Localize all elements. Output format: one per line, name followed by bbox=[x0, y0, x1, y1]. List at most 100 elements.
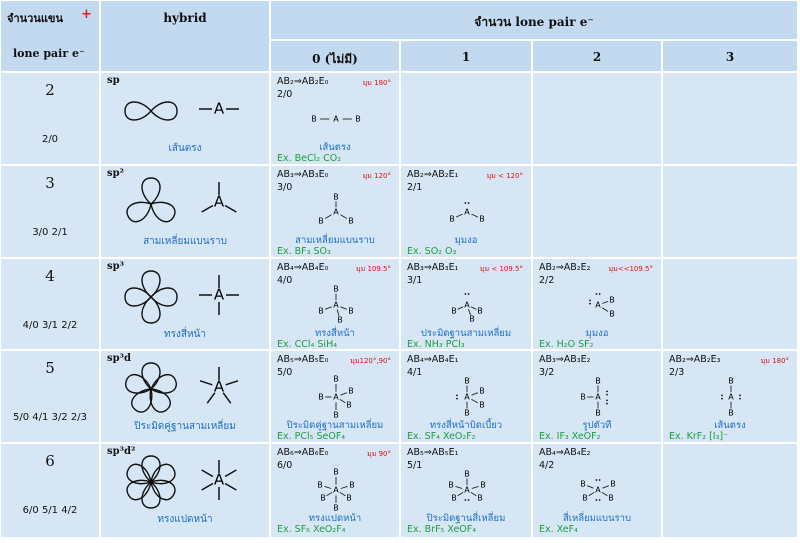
atom-label: A bbox=[214, 471, 225, 489]
atom-label: A bbox=[333, 301, 339, 310]
bond bbox=[336, 309, 340, 316]
bond bbox=[222, 392, 232, 404]
lone-pair-dot bbox=[467, 202, 470, 204]
atom-label: B bbox=[480, 481, 486, 490]
bond bbox=[471, 399, 479, 404]
column-label: 0 (ไม่มี) bbox=[312, 52, 358, 66]
molecule-shape: สี่เหลี่ยมแบนราบ bbox=[562, 513, 632, 524]
ratio: 3/0 bbox=[277, 182, 293, 193]
ratio: 4/0 bbox=[277, 275, 293, 286]
bond bbox=[201, 204, 214, 213]
atom-label: B bbox=[355, 115, 361, 124]
diagram: A bbox=[126, 177, 237, 223]
cell: AB₄⇒AB₄E₀ มุม 109.5° 4/0 ทรงสี่หน้า Ex. CCl₄… bbox=[270, 258, 400, 350]
atom-label: B bbox=[320, 494, 326, 503]
atom-label: B bbox=[464, 470, 470, 479]
bond-angle: มุม < 109.5° bbox=[479, 265, 523, 273]
atom-label: A bbox=[214, 378, 225, 396]
orbital-lobe bbox=[141, 481, 161, 509]
example: Ex. BF₃ SO₃ bbox=[277, 246, 331, 257]
cell: AB₄⇒AB₄E₁ 4/1 ทรงสี่หน้าบิดเบี้ยว Ex. SF₄ X… bbox=[400, 350, 532, 443]
bond bbox=[339, 492, 346, 497]
orbital-lobe bbox=[141, 296, 161, 324]
atom-label: B bbox=[595, 409, 601, 418]
formula: AB₃⇒AB₃E₂ bbox=[539, 354, 591, 365]
atom-label: B bbox=[311, 115, 317, 124]
molecule-shape: ทรงสี่หน้าบิดเบี้ยว bbox=[429, 420, 503, 431]
combinations: 6/0 5/1 4/2 bbox=[22, 505, 78, 516]
orbital-lobe bbox=[150, 287, 178, 307]
atom-label: B bbox=[477, 307, 483, 316]
atom-label: B bbox=[448, 481, 454, 490]
cell bbox=[400, 72, 532, 165]
hybrid-shape: ทรงแปดหน้า bbox=[157, 514, 213, 525]
row-header: 4 4/0 3/1 2/2 bbox=[0, 258, 100, 350]
cell: AB₃⇒AB₃E₁ มุม < 109.5° 3/1 ประมิดฐานสามเหลี… bbox=[400, 258, 532, 350]
formula: AB₆⇒AB₆E₀ bbox=[277, 447, 329, 458]
bond-angle: มุม<<109.5° bbox=[608, 265, 654, 273]
atom-label: B bbox=[348, 217, 354, 226]
hybrid-cell: sp³d² ทรงแปดหน้า A bbox=[100, 443, 270, 538]
atom-label: A bbox=[595, 301, 601, 310]
bond bbox=[471, 485, 479, 489]
example: Ex. NH₃ PCl₃ bbox=[407, 339, 465, 350]
bond bbox=[224, 204, 237, 213]
atom-label: B bbox=[582, 494, 588, 503]
bond-angle: มุม 180° bbox=[760, 357, 789, 365]
atom-label: B bbox=[318, 393, 324, 402]
formula: AB₅⇒AB₅E₁ bbox=[407, 447, 459, 458]
bond bbox=[340, 392, 347, 396]
atom-label: B bbox=[333, 375, 339, 384]
bond bbox=[340, 214, 348, 219]
bond bbox=[471, 213, 478, 218]
bond bbox=[470, 492, 477, 497]
lone-pair-dot bbox=[467, 499, 470, 501]
formula: AB₂⇒AB₂E₂ bbox=[539, 262, 591, 273]
header-column: 0 (ไม่มี) bbox=[270, 40, 400, 72]
atom-label: B bbox=[348, 307, 354, 316]
ratio: 2/3 bbox=[669, 367, 685, 378]
molecule-shape: รูปตัวที bbox=[582, 420, 612, 431]
atom-label: B bbox=[449, 215, 455, 224]
atom-label: B bbox=[318, 217, 324, 226]
lone-pair-dot bbox=[589, 302, 591, 305]
atom-label: B bbox=[333, 193, 339, 202]
column-label: 1 bbox=[461, 50, 471, 64]
header-column: 1 bbox=[400, 40, 532, 72]
diagram: A bbox=[126, 455, 237, 509]
diagram: A bbox=[125, 362, 239, 413]
header-lone-pair: จำนวน lone pair e⁻ bbox=[270, 0, 798, 40]
ratio: 3/1 bbox=[407, 275, 423, 286]
header-column: 3 bbox=[662, 40, 798, 72]
ratio: 2/2 bbox=[539, 275, 555, 286]
formula: AB₂⇒AB₂E₁ bbox=[407, 169, 459, 180]
hybrid-cell: sp เส้นตรง A bbox=[100, 72, 270, 165]
bond bbox=[587, 485, 594, 489]
hybrid-shape: ปิระมิดคู่ฐานสามเหลี่ยม bbox=[134, 421, 236, 432]
lone-pair-dot bbox=[467, 293, 470, 295]
bond bbox=[471, 392, 478, 396]
bond-angle: มุม 180° bbox=[362, 79, 391, 87]
lone-pair-dot bbox=[464, 293, 467, 295]
row-header: 3 3/0 2/1 bbox=[0, 165, 100, 258]
orbital-lobe bbox=[126, 463, 152, 485]
atom-label: B bbox=[346, 494, 352, 503]
cell: AB₆⇒AB₆E₀ มุม 90° 6/0 ทรงแปดหน้า Ex. SF₆ XeO… bbox=[270, 443, 400, 538]
cell bbox=[662, 72, 798, 165]
bond bbox=[602, 485, 609, 489]
hybrid-cell: sp² สามเหลี่ยมแบนราบ A bbox=[100, 165, 270, 258]
orbital-lobe bbox=[141, 177, 161, 205]
header-hybrid: hybrid bbox=[100, 0, 270, 72]
atom-label: B bbox=[580, 393, 586, 402]
cell: AB₂⇒AB₂E₂ มุม<<109.5° 2/2 มุมงอ Ex. H₂O SF₂ B… bbox=[532, 258, 662, 350]
atom-label: A bbox=[333, 115, 339, 124]
hybrid-label: sp bbox=[107, 75, 120, 86]
hybrid-label: sp² bbox=[107, 168, 125, 179]
bond bbox=[468, 309, 472, 316]
lone-pair-dot bbox=[598, 293, 601, 295]
formula: AB₂⇒AB₂E₃ bbox=[669, 354, 721, 365]
combinations: 4/0 3/1 2/2 bbox=[22, 320, 78, 331]
